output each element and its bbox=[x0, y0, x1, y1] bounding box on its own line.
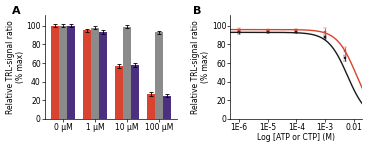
Y-axis label: Relative TRL-signal ratio
(% max): Relative TRL-signal ratio (% max) bbox=[191, 20, 210, 114]
Bar bbox=[51, 26, 59, 119]
Bar bbox=[115, 66, 123, 119]
Bar bbox=[131, 65, 139, 119]
Bar bbox=[83, 30, 91, 119]
Bar bbox=[91, 28, 99, 119]
Bar bbox=[123, 27, 131, 119]
Bar bbox=[147, 94, 155, 119]
Text: B: B bbox=[194, 6, 202, 16]
Y-axis label: Relative TRL-signal ratio
(% max): Relative TRL-signal ratio (% max) bbox=[6, 20, 25, 114]
X-axis label: Log [ATP or CTP] (M): Log [ATP or CTP] (M) bbox=[258, 133, 335, 142]
Bar bbox=[67, 26, 75, 119]
Bar bbox=[155, 32, 163, 119]
Bar bbox=[163, 96, 171, 119]
Bar bbox=[99, 32, 107, 119]
Bar bbox=[59, 26, 67, 119]
Text: A: A bbox=[12, 6, 21, 16]
